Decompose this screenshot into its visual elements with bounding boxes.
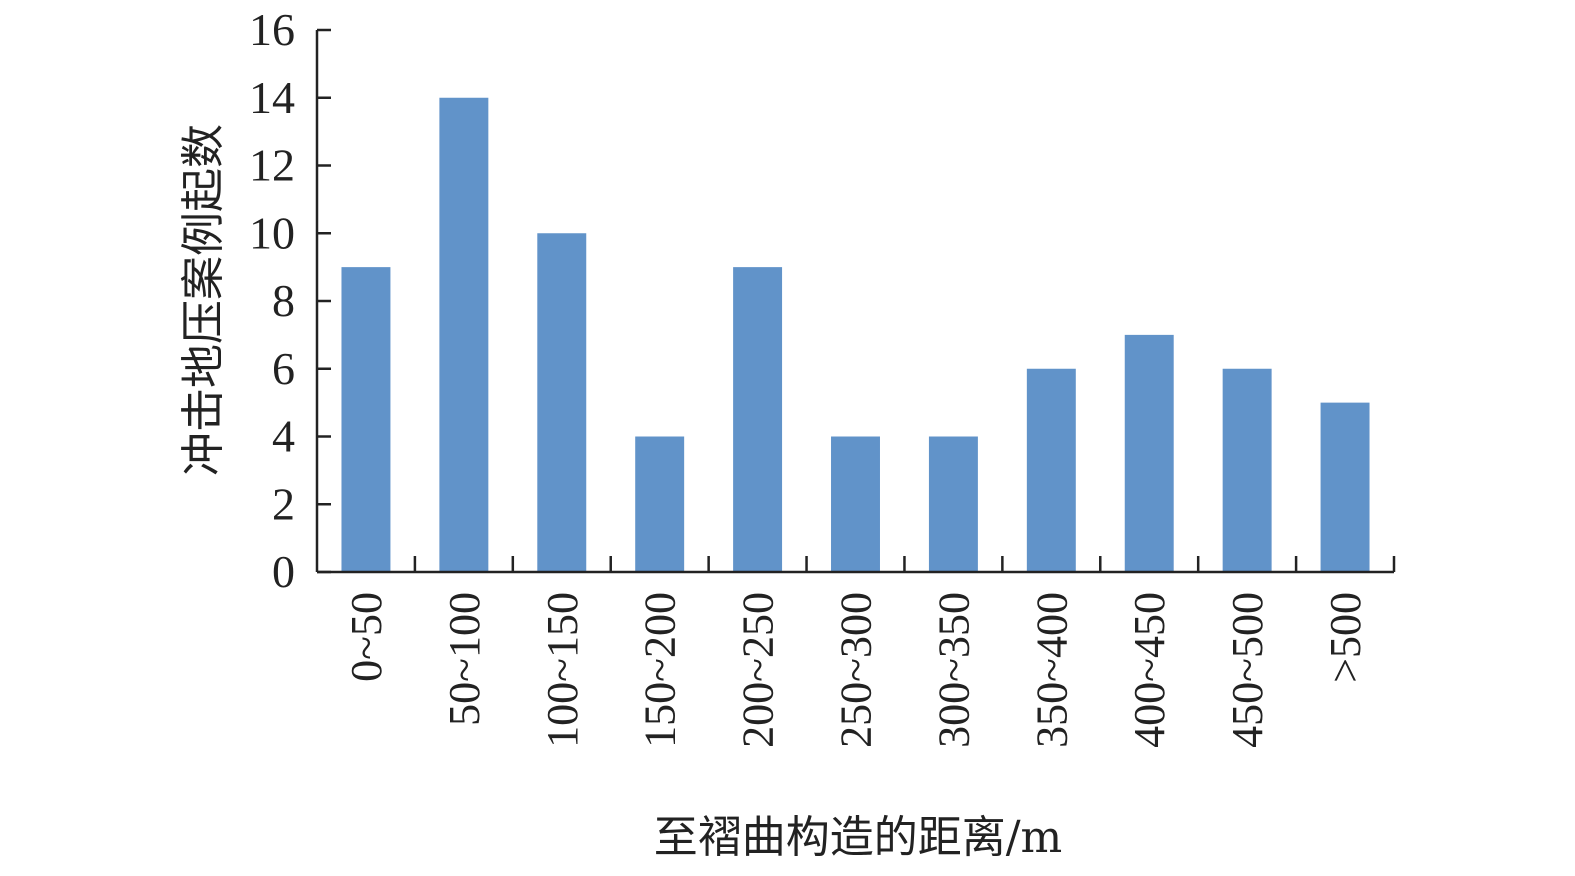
y-tick-label: 4 [272, 411, 295, 462]
y-tick-label: 6 [272, 343, 295, 394]
x-ticks-group: 0~50 50~100 100~150 150~200 200~250 250~300 30… [342, 556, 1396, 748]
y-tick-label: 2 [272, 478, 295, 529]
x-category-label: 100~150 [538, 592, 587, 748]
x-axis-title: 至褶曲构造的距离/m [654, 812, 1063, 863]
y-tick-label: 0 [272, 546, 295, 597]
bar [1124, 334, 1174, 572]
y-tick-label: 8 [272, 275, 295, 326]
bar [928, 436, 978, 572]
bar [439, 97, 489, 572]
bars-group [341, 97, 1370, 572]
bar [635, 436, 685, 572]
bar [733, 267, 783, 572]
bar [537, 233, 587, 572]
x-category-label: 450~500 [1223, 592, 1272, 748]
x-category-label: 300~350 [929, 592, 978, 748]
bar [341, 267, 391, 572]
y-axis-title: 冲击地压案例起数 [178, 124, 229, 476]
y-tick-label: 12 [249, 140, 295, 191]
x-category-label: 200~250 [734, 592, 783, 748]
x-category-label: 50~100 [440, 592, 489, 726]
x-category-label: 350~400 [1027, 592, 1076, 748]
y-tick-label: 14 [249, 72, 295, 123]
x-category-label: 400~450 [1125, 592, 1174, 748]
bar [1026, 368, 1076, 572]
bar [1222, 368, 1272, 572]
x-category-label: 150~200 [636, 592, 685, 748]
bar [1320, 402, 1370, 572]
y-tick-label: 16 [249, 4, 295, 55]
y-ticks-group: 0 2 4 6 8 10 12 14 16 [249, 4, 331, 597]
x-category-label: >500 [1321, 592, 1370, 683]
y-tick-label: 10 [249, 207, 295, 258]
bar [831, 436, 880, 572]
x-category-label: 0~50 [342, 592, 391, 682]
x-category-label: 250~300 [832, 592, 881, 748]
